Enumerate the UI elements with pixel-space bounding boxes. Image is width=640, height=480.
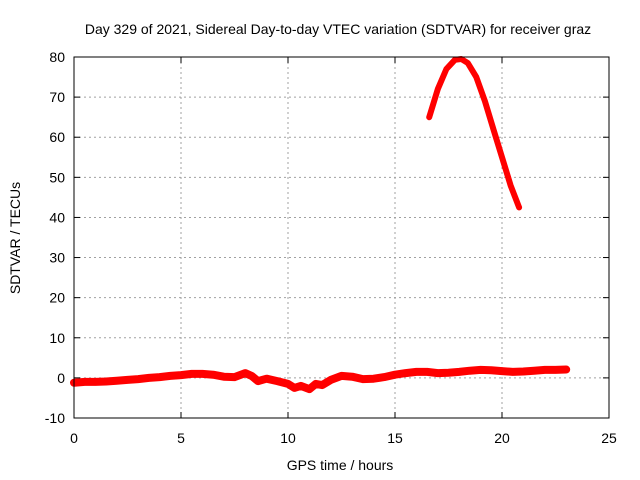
x-tick-label: 15: [387, 430, 403, 446]
x-axis-label: GPS time / hours: [287, 457, 394, 473]
series-baseline: [70, 365, 571, 394]
y-axis-label: SDTVAR / TECUs: [7, 182, 23, 294]
y-tick-labels: -10 0 10 20 30 40 50 60 70 80: [45, 49, 65, 426]
x-tick-labels: 0 5 10 15 20 25: [70, 430, 617, 446]
y-tick-label: 20: [49, 290, 65, 306]
chart-title: Day 329 of 2021, Sidereal Day-to-day VTE…: [85, 21, 591, 37]
axis-ticks: [73, 56, 610, 419]
y-tick-label: 50: [49, 169, 65, 185]
y-tick-label: 60: [49, 129, 65, 145]
grid-lines: [74, 57, 609, 418]
x-tick-label: 20: [494, 430, 510, 446]
y-tick-label: 10: [49, 330, 65, 346]
y-tick-label: 0: [57, 370, 65, 386]
y-tick-label: 40: [49, 209, 65, 225]
x-tick-label: 10: [280, 430, 296, 446]
series-peak: [426, 56, 523, 211]
x-tick-label: 25: [601, 430, 617, 446]
plot-frame: [73, 56, 610, 419]
series-layer: [70, 56, 571, 394]
y-tick-label: 80: [49, 49, 65, 65]
y-tick-label: 70: [49, 89, 65, 105]
y-tick-label: -10: [45, 410, 65, 426]
y-tick-label: 30: [49, 250, 65, 266]
x-tick-label: 5: [177, 430, 185, 446]
x-tick-label: 0: [70, 430, 78, 446]
